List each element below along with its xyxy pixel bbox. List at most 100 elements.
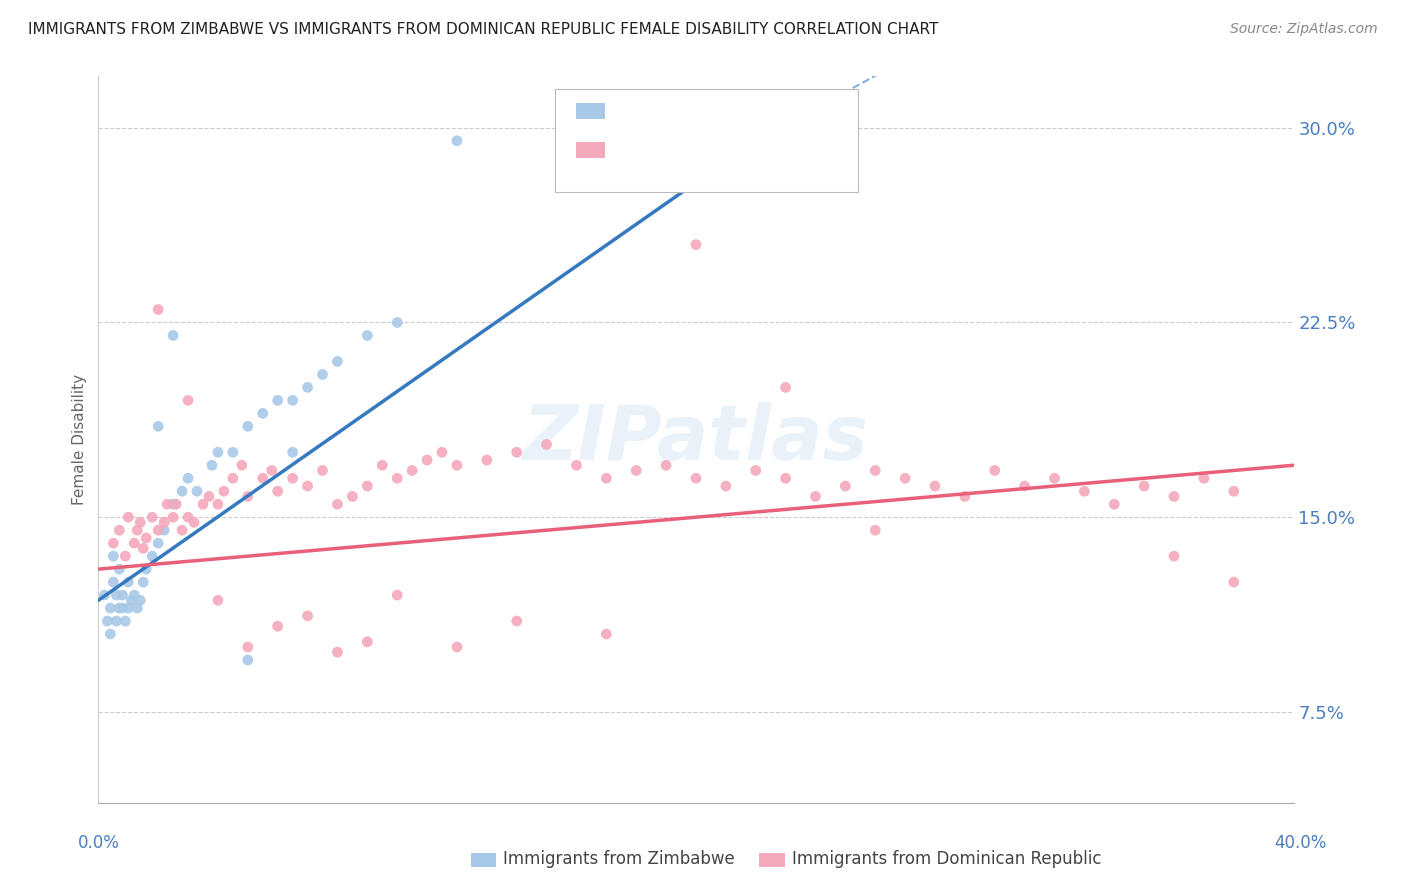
Point (111, 601, 134, 615)
Point (267, 484, 290, 499)
Point (114, 614, 136, 628)
Point (626, 463, 648, 477)
Point (207, 445, 229, 459)
Point (96, 614, 118, 628)
Point (565, 458, 588, 473)
Point (105, 614, 128, 628)
Point (326, 354, 349, 368)
Point (894, 471, 917, 485)
Point (595, 471, 617, 485)
Point (281, 471, 304, 485)
Text: R =: R = (614, 141, 651, 159)
Point (98, 627, 122, 641)
Point (105, 588, 128, 602)
Text: IMMIGRANTS FROM ZIMBABWE VS IMMIGRANTS FROM DOMINICAN REPUBLIC FEMALE DISABILITY: IMMIGRANTS FROM ZIMBABWE VS IMMIGRANTS F… (28, 22, 938, 37)
Point (127, 601, 149, 615)
Point (745, 463, 768, 477)
Text: R =: R = (614, 102, 651, 120)
Text: 83: 83 (735, 141, 758, 159)
Point (103, 549, 125, 563)
Point (231, 458, 253, 473)
Point (135, 562, 157, 576)
Point (191, 497, 214, 511)
Point (1192, 471, 1215, 485)
Point (129, 516, 152, 530)
Point (267, 619, 290, 633)
Point (281, 393, 304, 408)
Text: Immigrants from Zimbabwe: Immigrants from Zimbabwe (503, 850, 735, 868)
Point (162, 497, 184, 511)
Point (281, 445, 304, 459)
Point (124, 588, 146, 602)
Text: Immigrants from Dominican Republic: Immigrants from Dominican Republic (792, 850, 1101, 868)
Point (108, 523, 131, 537)
Point (114, 549, 136, 563)
Point (117, 601, 139, 615)
Point (1104, 497, 1126, 511)
Point (177, 510, 200, 524)
Point (1223, 484, 1246, 499)
Point (186, 484, 208, 499)
Point (183, 516, 205, 530)
Point (1163, 549, 1185, 563)
Point (1043, 471, 1066, 485)
Text: N =: N = (703, 102, 740, 120)
Point (156, 497, 179, 511)
Point (148, 419, 170, 434)
Point (236, 653, 259, 667)
Point (252, 471, 274, 485)
Point (103, 575, 125, 590)
Point (804, 490, 827, 504)
Point (655, 458, 678, 473)
Text: ZIPatlas: ZIPatlas (523, 402, 869, 476)
Point (132, 541, 155, 556)
Text: 0.417: 0.417 (647, 102, 699, 120)
Point (356, 635, 378, 649)
Point (236, 640, 259, 654)
Point (385, 471, 409, 485)
Point (385, 588, 409, 602)
Point (207, 497, 229, 511)
Point (120, 593, 142, 607)
Point (685, 471, 707, 485)
Point (153, 516, 176, 530)
Point (108, 562, 131, 576)
Point (297, 479, 319, 493)
Text: Source: ZipAtlas.com: Source: ZipAtlas.com (1230, 22, 1378, 37)
Point (297, 380, 319, 394)
Point (401, 463, 423, 477)
Point (98, 601, 122, 615)
Point (236, 490, 259, 504)
Point (177, 471, 200, 485)
Point (165, 497, 187, 511)
Point (416, 453, 439, 467)
Point (141, 510, 163, 524)
Point (326, 645, 349, 659)
Point (117, 575, 139, 590)
Point (446, 458, 468, 473)
Point (714, 479, 737, 493)
Point (311, 368, 333, 382)
Point (148, 302, 170, 317)
Point (865, 463, 887, 477)
Point (177, 393, 200, 408)
Point (371, 458, 394, 473)
Text: 0.0%: 0.0% (77, 834, 120, 852)
Point (865, 523, 887, 537)
Point (148, 523, 170, 537)
Point (536, 437, 558, 451)
Point (595, 627, 617, 641)
Point (385, 316, 409, 330)
Point (506, 614, 529, 628)
Point (132, 575, 155, 590)
Point (775, 380, 797, 394)
Point (1133, 479, 1156, 493)
Point (342, 490, 364, 504)
Point (124, 536, 146, 550)
Point (108, 601, 131, 615)
Point (297, 608, 319, 623)
Point (141, 549, 163, 563)
Point (172, 484, 194, 499)
Point (430, 445, 453, 459)
Point (129, 593, 152, 607)
